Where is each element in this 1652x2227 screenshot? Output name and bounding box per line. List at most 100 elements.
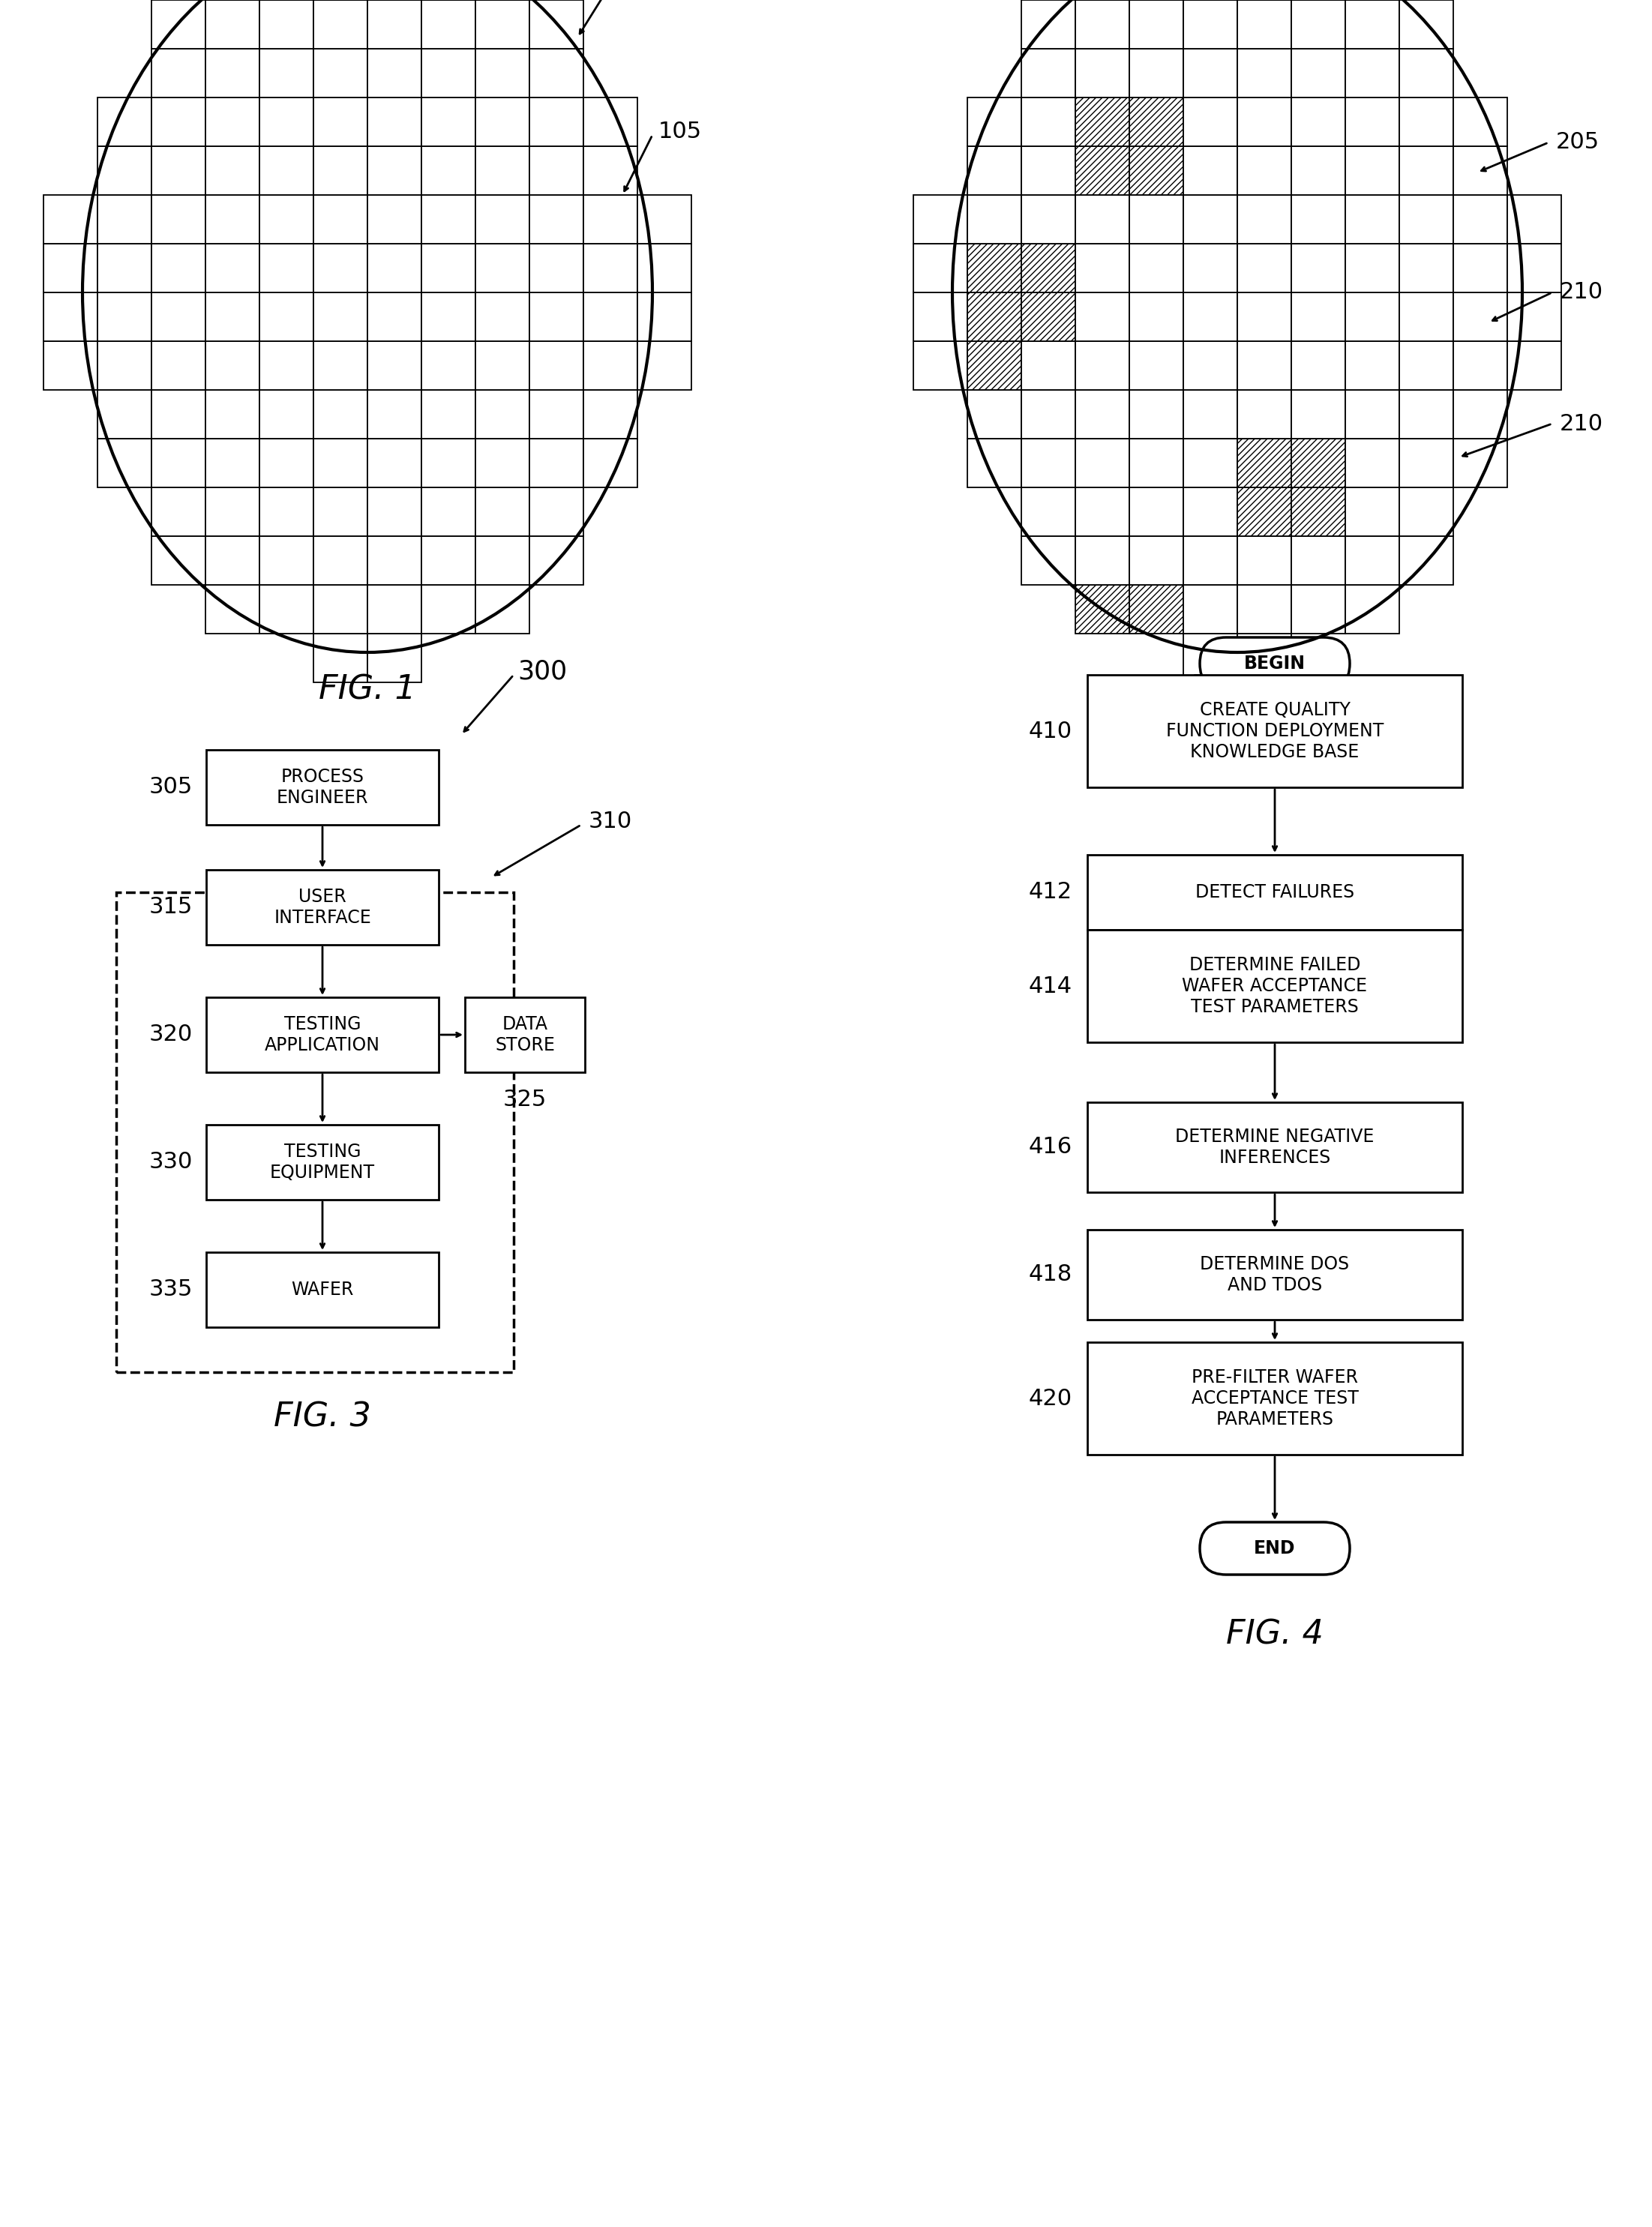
Bar	[314, 147, 367, 196]
Text: DETECT FAILURES: DETECT FAILURES	[1196, 884, 1355, 902]
Bar	[638, 292, 692, 341]
Bar	[206, 1125, 439, 1200]
Bar	[529, 439, 583, 488]
Bar	[1292, 586, 1345, 635]
Bar	[205, 586, 259, 635]
Bar	[43, 196, 97, 243]
Bar	[259, 390, 314, 439]
Bar	[421, 292, 476, 341]
Bar	[367, 147, 421, 196]
Bar	[421, 243, 476, 292]
Bar	[1454, 341, 1507, 390]
Bar	[968, 341, 1021, 390]
Bar	[259, 49, 314, 98]
Bar	[1292, 488, 1345, 537]
Text: 305: 305	[149, 777, 193, 797]
Bar	[1507, 196, 1561, 243]
Bar	[421, 196, 476, 243]
Bar	[367, 0, 421, 49]
Bar	[1454, 439, 1507, 488]
Text: 210: 210	[1559, 412, 1604, 434]
Bar	[583, 341, 638, 390]
Bar	[1292, 439, 1345, 488]
Bar	[259, 488, 314, 537]
Bar	[529, 292, 583, 341]
Bar	[1183, 292, 1237, 341]
Bar	[1345, 341, 1399, 390]
Bar	[43, 243, 97, 292]
Bar	[1075, 341, 1130, 390]
Bar	[1130, 0, 1183, 49]
Bar	[1399, 439, 1454, 488]
Bar	[1292, 0, 1345, 49]
Bar	[152, 243, 205, 292]
Bar	[476, 196, 529, 243]
Bar	[259, 0, 314, 49]
Text: 325: 325	[504, 1089, 547, 1111]
Text: USER
INTERFACE: USER INTERFACE	[274, 889, 372, 926]
Bar	[1454, 196, 1507, 243]
Bar	[529, 147, 583, 196]
Bar	[314, 635, 367, 681]
Bar	[205, 196, 259, 243]
Bar	[1237, 488, 1292, 537]
Bar	[1454, 243, 1507, 292]
Text: FIG. 1: FIG. 1	[319, 675, 416, 706]
Bar	[1021, 49, 1075, 98]
Text: BEGIN: BEGIN	[1244, 655, 1305, 673]
Bar	[1075, 537, 1130, 586]
Bar	[1075, 586, 1130, 635]
Bar	[152, 341, 205, 390]
Bar	[259, 147, 314, 196]
Bar	[968, 98, 1021, 147]
Bar	[367, 439, 421, 488]
Bar	[1183, 147, 1237, 196]
Bar	[1345, 49, 1399, 98]
Bar	[1075, 49, 1130, 98]
Bar	[1237, 635, 1292, 681]
Bar	[529, 243, 583, 292]
Bar	[1075, 292, 1130, 341]
Bar	[968, 196, 1021, 243]
Bar	[583, 243, 638, 292]
Bar	[152, 390, 205, 439]
Bar	[206, 871, 439, 944]
Bar	[1021, 488, 1075, 537]
Bar	[152, 49, 205, 98]
Bar	[1183, 49, 1237, 98]
Bar	[1237, 586, 1292, 635]
Bar	[1292, 341, 1345, 390]
Bar	[206, 998, 439, 1071]
Bar	[1399, 537, 1454, 586]
Bar	[968, 147, 1021, 196]
Bar	[1237, 341, 1292, 390]
Bar	[1021, 341, 1075, 390]
Bar	[1399, 98, 1454, 147]
Bar	[421, 537, 476, 586]
Bar	[638, 196, 692, 243]
Bar	[1292, 292, 1345, 341]
Bar	[1021, 390, 1075, 439]
Bar	[421, 147, 476, 196]
Bar	[583, 98, 638, 147]
Bar	[1399, 49, 1454, 98]
Bar	[1454, 292, 1507, 341]
Bar	[638, 243, 692, 292]
Text: TESTING
EQUIPMENT: TESTING EQUIPMENT	[269, 1142, 375, 1183]
Bar	[367, 49, 421, 98]
Bar	[1183, 243, 1237, 292]
Bar	[43, 341, 97, 390]
Bar	[476, 49, 529, 98]
Bar	[583, 439, 638, 488]
Bar	[152, 196, 205, 243]
Bar	[1237, 439, 1292, 488]
Bar	[1021, 439, 1075, 488]
Bar	[1237, 292, 1292, 341]
Bar	[968, 243, 1021, 292]
Bar	[529, 390, 583, 439]
Bar	[205, 390, 259, 439]
Text: 416: 416	[1029, 1136, 1072, 1158]
Bar	[314, 439, 367, 488]
Bar	[529, 537, 583, 586]
Bar	[1075, 196, 1130, 243]
